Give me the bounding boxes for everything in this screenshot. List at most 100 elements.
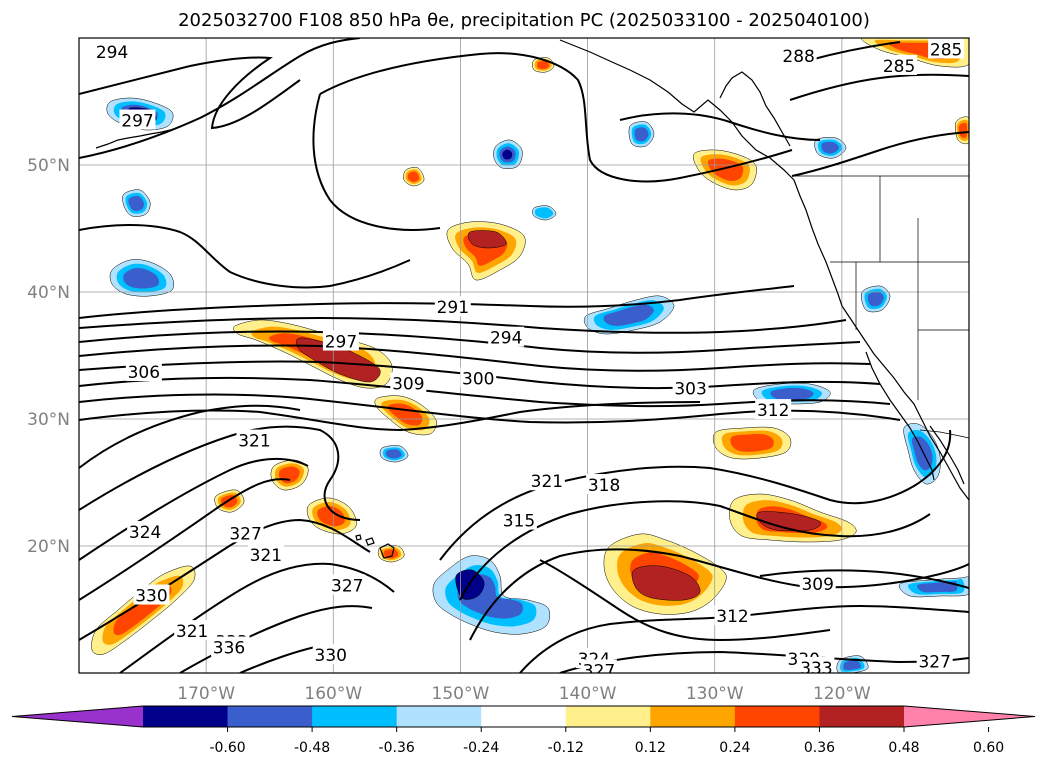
contour-label: 285 [930,40,962,60]
longitude-label: 160°W [304,684,362,704]
coastline-baja-california [865,351,935,481]
precip-area-negative [898,576,969,598]
theta-e-contours [79,38,969,673]
precip-area-positive [467,230,507,249]
contour-label-bg [174,620,211,641]
precip-fill [770,387,814,400]
contour-label-bg [672,377,709,398]
precip-area-positive [631,565,701,601]
longitude-label: 150°W [432,684,490,704]
theta-e-contour-line [79,401,701,432]
coastline-hawaii-3 [355,534,362,541]
colorbar-bin [650,706,736,727]
precip-area-negative [109,259,175,297]
theta-e-contour-line [759,569,969,589]
contour-label: 294 [490,329,522,349]
contour-label: 309 [392,374,424,394]
contour-label-bg [460,367,497,388]
precip-fill [634,127,649,142]
precip-area-positive [306,497,357,535]
colorbar-tick-label: 0.48 [888,740,919,756]
contour-label-bg [714,604,751,625]
precip-area-negative [532,205,557,221]
precip-fill [821,141,840,154]
coastline-layer [95,39,969,559]
contour-label: 309 [801,575,833,595]
contour-label: 291 [437,298,469,318]
contour-label: 288 [782,47,814,67]
contour-label: 321 [531,472,563,492]
contour-label-bg [755,399,792,420]
contour-label-bg [133,584,170,605]
precip-fill [603,304,654,326]
coastline-alaska-peninsula [559,39,795,181]
theta-e-contour-line [809,41,901,61]
islands-aleutian [95,129,171,149]
state-borders [830,176,969,400]
contour-label: 327 [583,661,615,681]
precip-area-positive [712,426,792,460]
contour-label: 303 [674,380,706,400]
contour-label-bg [581,659,618,673]
contour-label-bg [799,573,836,594]
precip-fill [756,511,821,532]
contour-label-bg [586,474,623,495]
theta-e-contour-line [79,404,301,469]
contour-label-bg [322,330,359,351]
colorbar-tick-label: -0.48 [294,740,330,756]
contour-label-bg [247,543,284,564]
contour-label-bg [236,429,273,450]
map-frame [78,37,970,674]
precip-area-negative [814,137,847,159]
latitude-label: 20°N [27,537,70,557]
contour-label-bg [528,470,565,491]
theta-e-contour-line [459,500,931,601]
colorbar-bin [565,706,651,727]
theta-e-contour-line [79,285,795,319]
longitude-label: 120°W [813,684,871,704]
precip-fill [707,158,744,181]
contour-label: 300 [462,369,494,389]
contour-label-bg [500,509,537,530]
precip-area-negative [583,295,675,335]
longitude-labels: 170°W 160°W 150°W 140°W 130°W 120°W [177,684,871,704]
theta-e-contour-line [79,425,361,521]
colorbar-tick-label: 0.36 [804,740,835,756]
precip-area-positive [374,395,437,436]
theta-e-contour-line [469,548,969,641]
contour-label: 315 [503,512,535,532]
precip-fill [383,549,399,559]
precip-fill [128,195,144,211]
latitude-label: 50°N [27,156,70,176]
theta-e-contour-line [79,224,411,289]
contour-label: 324 [129,523,161,543]
contour-label: 285 [883,57,915,77]
precip-fill [502,149,513,160]
contour-label: 336 [213,639,245,659]
theta-e-contour-line [79,458,309,561]
precip-fill [407,171,420,182]
theta-e-contour-line [539,559,831,642]
contour-label: 330 [135,587,167,607]
coastline-gulf-of-california [929,425,965,485]
coastline-hawaii-1 [379,543,395,559]
contour-label: 321 [176,622,208,642]
precip-fill [317,505,345,527]
contour-label: 327 [229,524,261,544]
colorbar-bin [312,706,398,727]
latitude-labels: 50°N 40°N 30°N 20°N [27,156,70,557]
precip-fill [867,291,884,307]
precip-fill [916,581,958,593]
theta-e-contour-line [79,344,871,372]
contour-label: 312 [716,607,748,627]
longitude-label: 130°W [686,684,744,704]
contour-label: 321 [238,432,270,452]
contour-label-bg [329,574,366,595]
precip-fill [385,449,402,459]
contour-label: 312 [757,401,789,421]
contour-label: 321 [250,546,282,566]
precip-fill [631,565,701,601]
theta-e-contour-line [79,38,361,159]
contour-label-bg [928,38,965,59]
